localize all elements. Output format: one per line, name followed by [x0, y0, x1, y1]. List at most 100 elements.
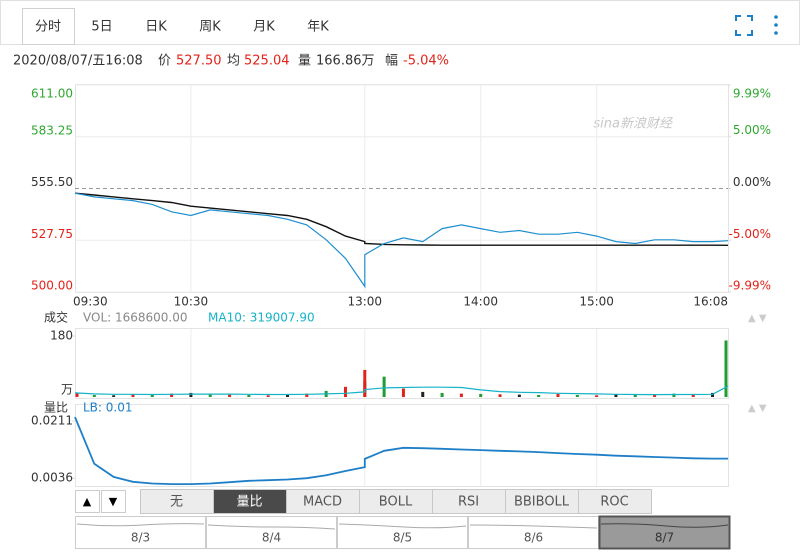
volume-bar — [711, 392, 715, 397]
indicator-label[interactable]: 量比 — [236, 495, 262, 510]
navigator-label[interactable]: 8/5 — [393, 531, 412, 545]
vol-label: VOL: 1668600.00 — [83, 311, 188, 325]
x-tick-label: 16:08 — [693, 295, 728, 309]
volume-bar — [189, 392, 193, 397]
up-arrow[interactable]: ▲ — [83, 495, 92, 508]
tab[interactable]: 年K — [307, 20, 329, 35]
volume-bar — [479, 393, 483, 397]
volume-bar — [724, 340, 728, 397]
y-tick-label: 583.25 — [31, 123, 73, 137]
y2-tick-label: 9.99% — [733, 87, 771, 101]
price-line — [74, 192, 729, 289]
volume-bar — [92, 394, 96, 397]
navigator-pane[interactable] — [598, 515, 731, 550]
y2-tick-label: 0.00% — [733, 175, 771, 189]
tab[interactable]: 5日 — [91, 20, 112, 35]
volume-bar — [150, 394, 154, 397]
panel-title: 量比 — [44, 401, 68, 415]
navigator-label[interactable]: 8/7 — [655, 531, 674, 545]
x-tick-label: 09:30 — [73, 295, 108, 309]
navigator-label[interactable]: 8/6 — [524, 531, 543, 545]
y-tick-label: 611.00 — [31, 87, 73, 101]
info-avg-label: 均 — [227, 54, 240, 69]
volume-bar — [363, 369, 367, 397]
info-avg: 525.04 — [244, 54, 290, 69]
x-tick-label: 13:00 — [347, 295, 382, 309]
y-unit: 万 — [61, 383, 73, 397]
ratio-line — [74, 416, 728, 485]
indicator-label[interactable]: BOLL — [379, 495, 413, 510]
y2-tick-label: -5.00% — [729, 227, 771, 241]
y-tick-label: 180 — [50, 329, 73, 343]
tab-selected — [22, 8, 75, 45]
volume-bar — [614, 394, 618, 397]
volume-bar — [112, 395, 116, 397]
navigator-pane[interactable] — [468, 516, 599, 549]
ratio-frame — [75, 404, 729, 487]
navigator-pane[interactable] — [206, 516, 337, 549]
x-tick-label: 14:00 — [463, 295, 498, 309]
up-button[interactable] — [75, 490, 100, 513]
tab[interactable]: 分时 — [35, 20, 61, 35]
indicator-tab[interactable] — [286, 489, 360, 514]
collapse-arrows[interactable]: ▲ ▼ — [748, 313, 767, 324]
indicator-tab[interactable] — [140, 489, 214, 514]
indicator-label[interactable]: MACD — [303, 495, 342, 510]
volume-bar — [672, 393, 676, 397]
indicator-label[interactable]: ROC — [600, 495, 628, 510]
indicator-tab[interactable] — [578, 489, 652, 514]
volume-bar — [653, 394, 657, 397]
indicator-label[interactable]: BBIBOLL — [514, 495, 570, 510]
watermark: sina新浪财经 — [593, 116, 674, 132]
volume-bar — [440, 392, 444, 397]
ma-line — [74, 385, 729, 396]
volume-frame — [75, 328, 729, 399]
navigator-trend — [338, 523, 467, 529]
volume-bar — [517, 394, 521, 397]
down-button[interactable] — [101, 490, 126, 513]
volume-bar — [286, 394, 290, 397]
tab[interactable]: 日K — [145, 20, 167, 35]
y2-tick-label: -9.99% — [729, 279, 771, 293]
volume-bar — [208, 393, 212, 397]
indicator-tab[interactable] — [505, 489, 579, 514]
lb-label: LB: 0.01 — [83, 401, 133, 415]
navigator-label[interactable]: 8/4 — [262, 531, 281, 545]
collapse-arrows[interactable]: ▲ ▼ — [748, 403, 767, 414]
info-datetime: 2020/08/07/五16:08 — [13, 54, 143, 69]
volume-bar — [691, 393, 695, 397]
volume-bar — [305, 393, 309, 397]
down-arrow[interactable]: ▼ — [109, 495, 118, 508]
indicator-tab[interactable] — [432, 489, 506, 514]
tab[interactable]: 月K — [253, 20, 275, 35]
volume-bar — [401, 388, 405, 397]
navigator-trend — [600, 523, 729, 528]
info-volume-label: 量 — [298, 54, 311, 69]
info-price-label: 价 — [158, 54, 171, 69]
indicator-label[interactable]: 无 — [170, 495, 183, 510]
info-change-label: 幅 — [385, 54, 398, 69]
volume-bar — [382, 376, 386, 397]
info-change: -5.04% — [403, 54, 449, 69]
volume-bar — [266, 395, 270, 397]
info-price: 527.50 — [176, 54, 222, 69]
volume-bar — [556, 393, 560, 397]
indicator-label[interactable]: RSI — [458, 495, 479, 510]
y-tick-label: 500.00 — [31, 279, 73, 293]
navigator-pane[interactable] — [75, 516, 206, 549]
volume-bar — [498, 394, 502, 397]
x-tick-label: 15:00 — [579, 295, 614, 309]
more-icon[interactable] — [774, 15, 778, 35]
navigator-label[interactable]: 8/3 — [131, 531, 150, 545]
y2-tick-label: 5.00% — [733, 123, 771, 137]
navigator-trend — [469, 524, 598, 529]
tab[interactable]: 周K — [199, 20, 221, 35]
avg-line — [74, 192, 729, 246]
volume-bar — [421, 391, 425, 397]
indicator-tab[interactable] — [359, 489, 433, 514]
navigator-pane[interactable] — [337, 516, 468, 549]
fullscreen-icon[interactable] — [735, 15, 753, 36]
y-tick-label: 0.0211 — [31, 414, 73, 428]
